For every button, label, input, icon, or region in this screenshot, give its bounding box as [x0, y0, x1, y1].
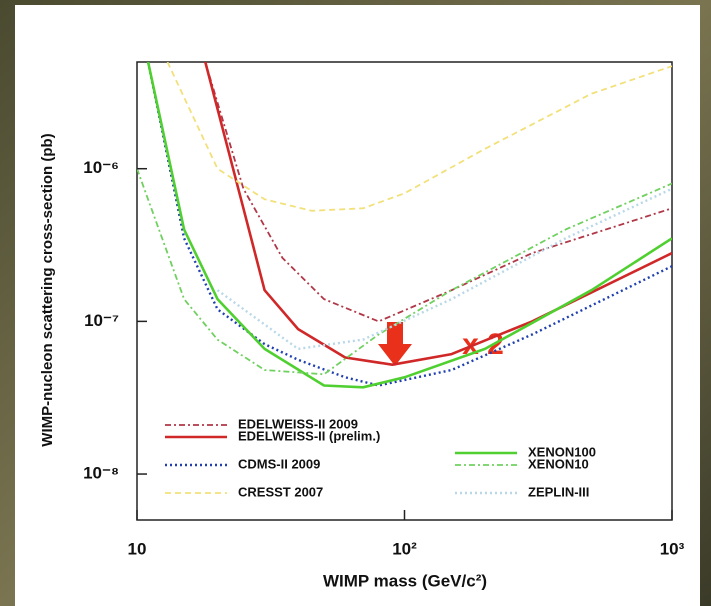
x-tick-label: 10²: [392, 539, 417, 558]
series-line: [146, 62, 672, 389]
y-tick-label: 10⁻⁸: [83, 464, 119, 483]
x-tick-label: 10: [128, 539, 147, 558]
legend-label: XENON10: [528, 456, 589, 471]
series-line: [137, 168, 672, 376]
curves: [137, 62, 672, 389]
legend-label: CDMS-II 2009: [238, 456, 320, 471]
series-line: [166, 62, 672, 212]
legend-label: EDELWEISS-II (prelim.): [238, 428, 380, 443]
legend-label: XENON100: [528, 444, 596, 459]
x-tick-label: 10³: [660, 539, 685, 558]
y-tick-label: 10⁻⁶: [83, 158, 119, 177]
arrow: [378, 322, 412, 366]
series-line: [204, 62, 672, 323]
series-line: [216, 187, 672, 351]
legend-label: ZEPLIN-III: [528, 484, 589, 499]
legend-label: CRESST 2007: [238, 484, 323, 499]
series-line: [204, 62, 672, 366]
legend-label: EDELWEISS-II 2009: [238, 416, 358, 431]
x-axis-label: WIMP mass (GeV/c²): [323, 571, 487, 590]
y-axis-label: WIMP-nucleon scattering cross-section (p…: [39, 133, 56, 446]
panel: [15, 5, 700, 606]
y-tick-label: 10⁻⁷: [84, 311, 119, 330]
